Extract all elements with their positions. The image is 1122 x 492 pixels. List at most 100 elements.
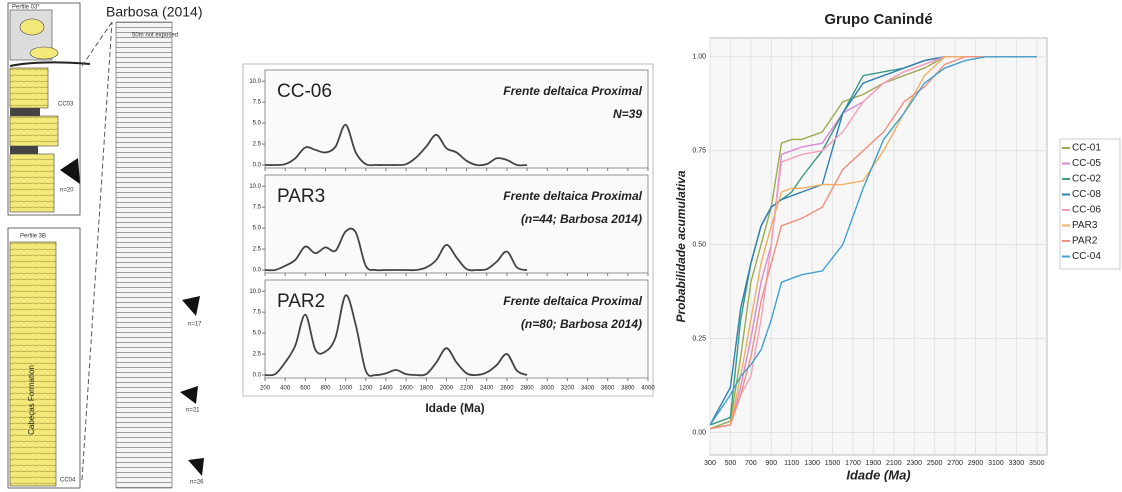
x-tick-label: 2300 [906,460,922,467]
y-tick-label: 0.0 [253,268,262,274]
y-tick-label: 2.5 [253,142,262,148]
count-label: n=26 [190,480,204,486]
x-tick-label: 4000 [641,386,655,392]
annotation: (n=44; Barbosa 2014) [521,212,642,226]
y-tick-label: 7.5 [253,205,262,211]
y-tick-label: 0.0 [253,163,262,169]
series-line [709,56,1037,430]
x-tick-label: 2600 [500,386,514,392]
kde-curve [264,227,528,272]
x-tick-label: 3600 [601,386,615,392]
legend-label: PAR3 [1072,220,1098,231]
profile-label: Perfile 03* [12,5,40,11]
x-tick-label: 1300 [804,460,820,467]
source-label: Barbosa (2014) [106,4,203,20]
y-tick-label: 10.0 [249,184,261,190]
chart-title: Grupo Canindé [824,11,932,28]
kde-curve [264,294,528,377]
x-tick-label: 3000 [541,386,555,392]
lens [19,18,45,36]
count-label: n=17 [188,322,202,328]
count-label: n=21 [186,408,200,414]
column-diagram: Barbosa (2014) Perfile 03* Perfile 3B 50… [7,2,204,489]
y-tick-label: 0.75 [692,148,706,155]
x-tick-label: 1100 [784,460,799,467]
x-tick-label: 1500 [825,460,841,467]
rose [60,158,80,184]
x-tick-label: 3200 [561,386,575,392]
rose [182,296,200,316]
annotation: Frente deltaica Proximal [503,84,642,98]
x-tick-label: 3500 [1029,460,1045,467]
x-tick-label: 1200 [359,386,373,392]
x-tick-label: 1000 [339,386,353,392]
annotation: (n=80; Barbosa 2014) [521,317,642,331]
legend-frame [1059,138,1121,270]
y-tick-label: 5.0 [253,121,262,127]
x-axis-label: Idade (Ma) [425,401,484,415]
x-axis-label: Idade (Ma) [846,467,910,482]
y-tick-label: 7.5 [253,310,262,316]
column [115,21,173,489]
y-tick-label: 2.5 [253,352,262,358]
layer [9,67,49,109]
x-tick-label: 800 [320,386,331,392]
series-line [709,56,1037,426]
x-tick-label: 500 [725,460,737,467]
panel-label: CC-06 [277,81,332,102]
rose [180,386,198,404]
annotation: Frente deltaica Proximal [503,294,642,308]
y-tick-label: 1.00 [692,54,706,61]
y-axis-label: Probabilidade acumulativa [674,170,688,322]
sample-label: CC03 [58,102,74,108]
kde-curve [264,123,528,167]
x-tick-label: 2100 [886,460,902,467]
y-tick-label: 10.0 [249,289,261,295]
legend-label: CC-06 [1072,205,1101,216]
x-tick-label: 1900 [866,460,882,467]
x-tick-label: 400 [280,386,291,392]
note: 50m not exposed [132,33,178,39]
x-tick-label: 2000 [440,386,454,392]
legend-label: CC-02 [1072,174,1101,185]
layer [9,241,57,487]
panel-label: PAR3 [277,186,325,207]
x-tick-label: 2200 [460,386,474,392]
legend-label: CC-05 [1072,158,1101,169]
legend-label: CC-01 [1072,143,1101,154]
y-tick-label: 10.0 [249,79,261,85]
y-tick-label: 0.25 [692,335,706,342]
x-tick-label: 3400 [581,386,595,392]
y-tick-label: 0.00 [692,429,706,436]
correlation [81,21,113,67]
x-tick-label: 2400 [480,386,494,392]
legend-label: PAR2 [1072,236,1098,247]
x-tick-label: 1400 [379,386,393,392]
annotation: N=39 [613,107,642,121]
y-tick-label: 5.0 [253,331,262,337]
x-tick-label: 600 [300,386,311,392]
x-tick-label: 2800 [520,386,534,392]
x-tick-label: 1800 [420,386,434,392]
layer [9,115,59,147]
formation-label: Cabeças Formation [27,365,36,435]
legend-label: CC-08 [1072,189,1101,200]
x-tick-label: 3100 [988,460,1004,467]
y-tick-label: 7.5 [253,100,262,106]
lens [29,46,59,60]
x-tick-label: 1700 [845,460,861,467]
series-line [709,56,1037,430]
annotation: Frente deltaica Proximal [503,189,642,203]
x-tick-label: 1600 [399,386,413,392]
rose [188,458,204,476]
unconformity [9,61,91,67]
layer [10,146,38,154]
x-tick-label: 900 [765,460,777,467]
legend-label: CC-04 [1072,251,1101,262]
x-tick-label: 2900 [968,460,984,467]
correlation [81,21,113,481]
x-tick-label: 200 [260,386,271,392]
x-tick-label: 300 [704,460,716,467]
y-tick-label: 5.0 [253,226,262,232]
count-label: n=20 [60,188,74,194]
